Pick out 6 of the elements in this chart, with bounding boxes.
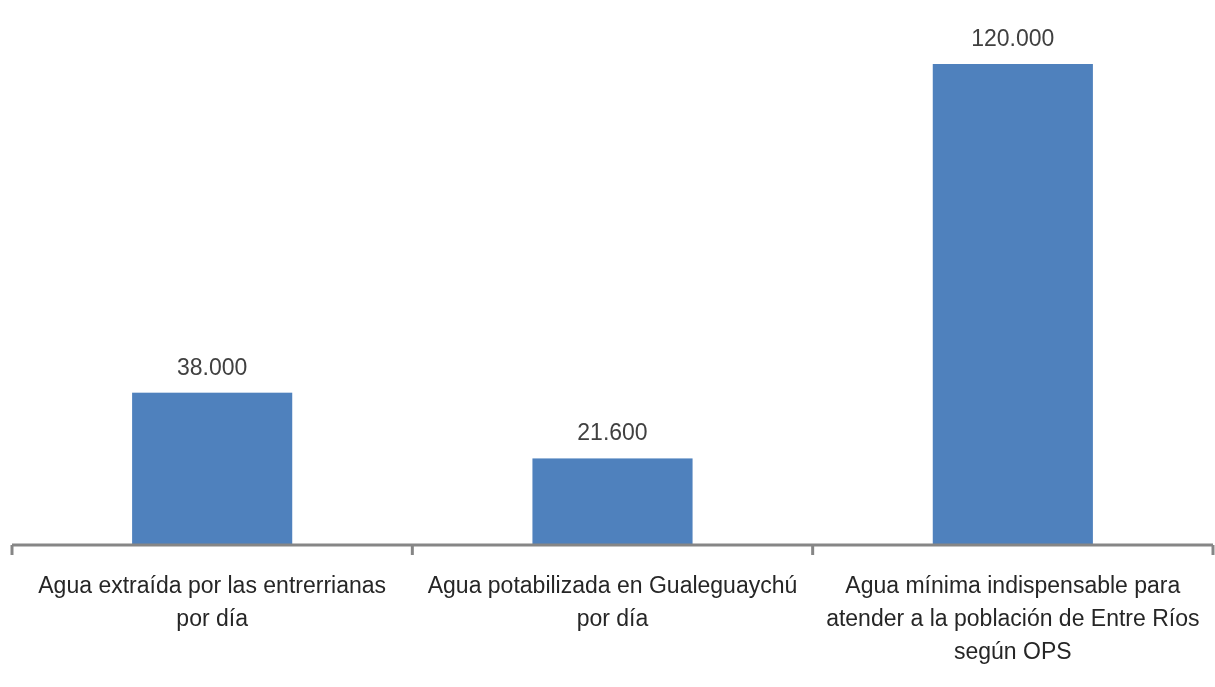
data-label: 21.600 (577, 419, 648, 446)
x-tick-label: Agua potabilizada en Gualeguaychú por día (427, 572, 798, 631)
data-label: 38.000 (176, 353, 248, 380)
x-tick-label: Agua mínima indispensable para atender a la población de Entre Ríos según OPS (826, 572, 1200, 664)
x-tick-label: Agua extraída por las entrerrianas por día (38, 572, 387, 631)
data-label: 120.000 (971, 25, 1055, 51)
